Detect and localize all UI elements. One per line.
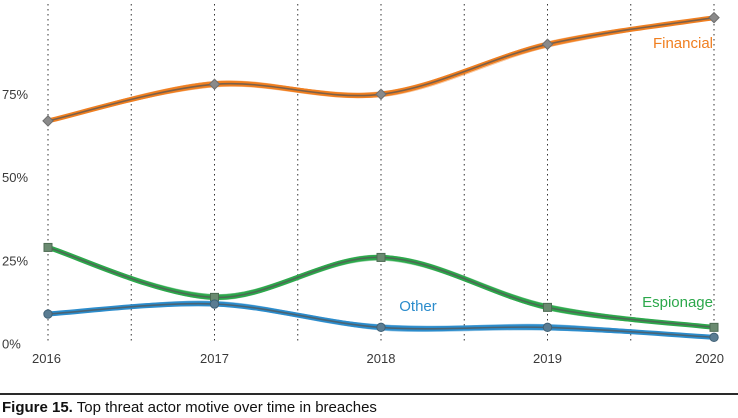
x-tick-label: 2017 (200, 351, 229, 366)
series-labels: Financial Espionage Other (399, 35, 713, 315)
y-tick-label: 25% (2, 253, 28, 268)
data-point (543, 302, 552, 312)
data-point (541, 38, 554, 51)
x-tick-label: 2020 (695, 351, 724, 366)
figure-number: Figure 15. (2, 399, 73, 416)
series-label-financial: Financial (653, 35, 713, 52)
y-tick-label: 75% (2, 87, 28, 102)
figure-title: Top threat actor motive over time in bre… (76, 399, 377, 416)
data-point (709, 332, 719, 343)
series-label-other: Other (399, 298, 437, 315)
x-tick-label: 2019 (533, 351, 562, 366)
data-point (375, 88, 387, 101)
data-point (43, 242, 53, 252)
grid-lines (47, 4, 715, 344)
y-tick-label: 0% (2, 337, 21, 352)
series-line (45, 301, 717, 340)
data-point (209, 299, 220, 309)
data-point (708, 11, 720, 24)
data-point (208, 78, 221, 91)
data-point (376, 322, 386, 333)
line-chart: 0% 25% 50% 75% 2016 2017 2018 2019 2020 Financi… (2, 4, 724, 366)
series-label-espionage: Espionage (642, 294, 713, 311)
data-point (709, 322, 719, 332)
x-tick-label: 2016 (32, 351, 61, 366)
y-tick-label: 50% (2, 170, 28, 185)
y-axis: 0% 25% 50% 75% (2, 87, 28, 352)
data-point (542, 322, 553, 333)
data-point (43, 309, 53, 319)
series-group (42, 11, 720, 343)
figure-caption: Figure 15. Top threat actor motive over … (2, 399, 377, 416)
data-point (376, 252, 386, 262)
x-axis: 2016 2017 2018 2019 2020 (32, 351, 724, 366)
x-tick-label: 2018 (367, 351, 396, 366)
caption-divider (0, 393, 738, 395)
series-other (43, 299, 719, 343)
series-espionage (43, 242, 719, 332)
series-financial (42, 11, 720, 127)
data-point (42, 115, 54, 127)
